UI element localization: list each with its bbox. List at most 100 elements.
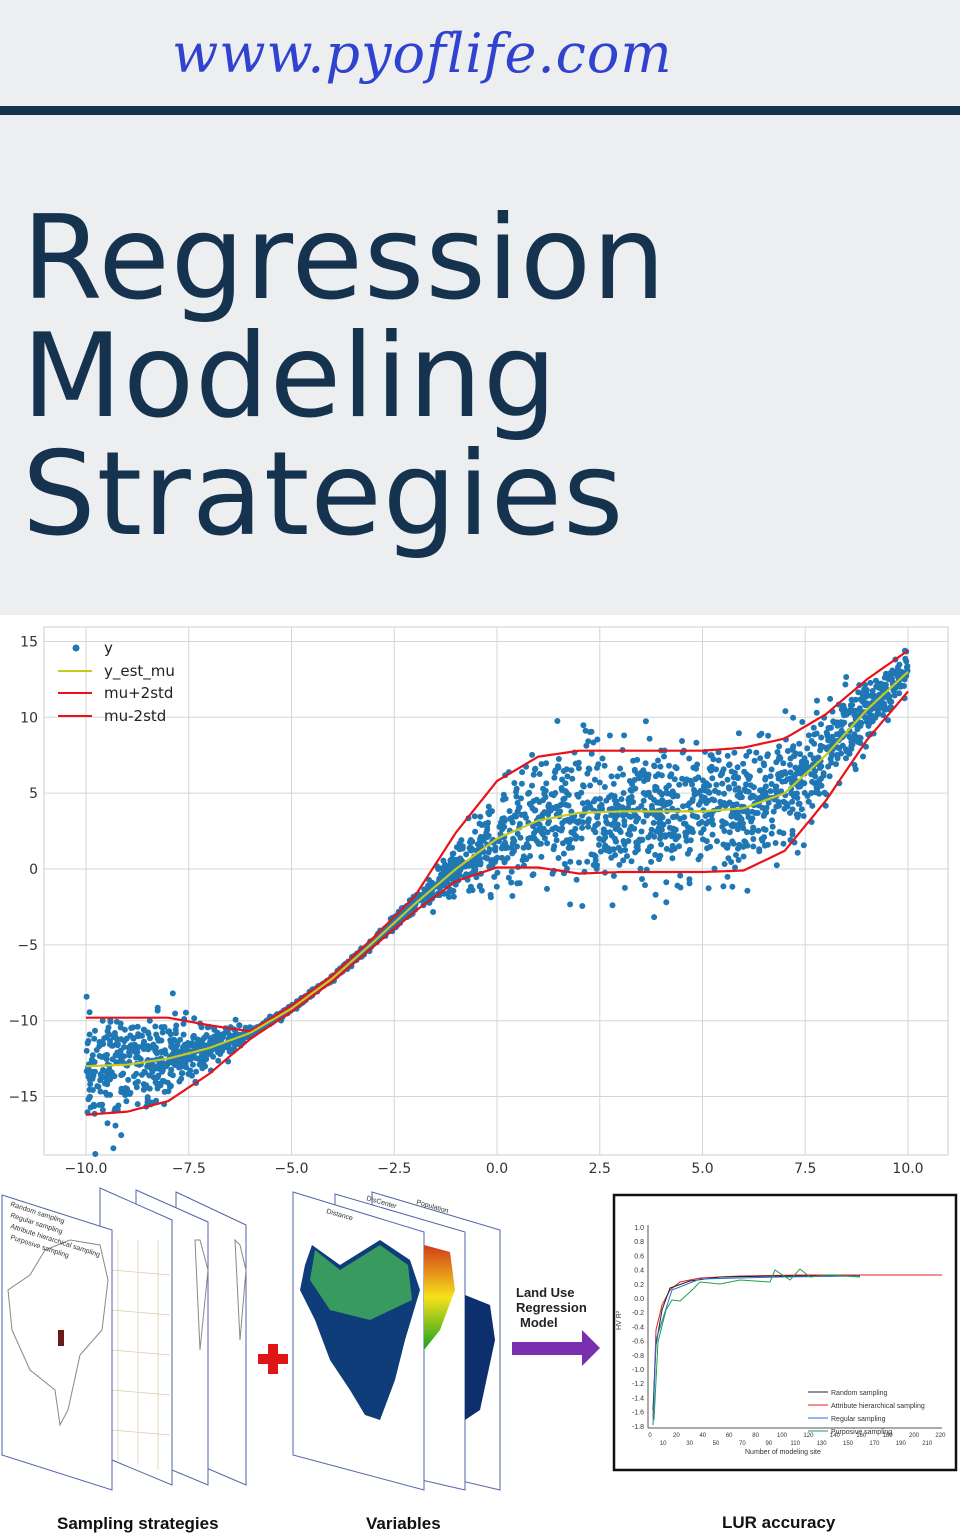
scatter-point (491, 873, 498, 880)
scatter-point (531, 835, 538, 842)
scatter-point (107, 1037, 113, 1044)
scatter-point (640, 818, 647, 825)
scatter-point (477, 833, 484, 840)
lur-x-tick: 110 (790, 1441, 800, 1447)
scatter-point (749, 829, 755, 836)
scatter-point (780, 798, 787, 805)
lur-x-tick: 80 (752, 1433, 759, 1439)
scatter-point (187, 1054, 194, 1061)
scatter-point (86, 1086, 93, 1093)
scatter-point (805, 798, 812, 805)
scatter-point (131, 1073, 137, 1080)
scatter-point (647, 831, 654, 838)
scatter-point (724, 873, 731, 880)
scatter-point (540, 825, 547, 832)
scatter-point (820, 772, 827, 779)
scatter-point (514, 843, 520, 850)
scatter-point (459, 845, 466, 852)
scatter-point (645, 847, 651, 854)
scatter-point (637, 865, 644, 872)
scatter-point (715, 757, 722, 764)
scatter-point (620, 838, 627, 844)
scatter-point (608, 792, 615, 799)
scatter-point (535, 840, 542, 847)
scatter-point (128, 1042, 135, 1049)
scatter-point (668, 771, 675, 778)
site-url[interactable]: www.pyoflife.com (172, 22, 673, 85)
scatter-point (147, 1035, 153, 1042)
scatter-point (775, 771, 782, 778)
scatter-point (564, 773, 571, 780)
scatter-point (563, 837, 570, 844)
scatter-point (775, 775, 782, 782)
lur-series-purposive (653, 1268, 861, 1421)
scatter-point (827, 755, 834, 762)
caption-sampling: Sampling strategies (57, 1514, 219, 1533)
scatter-point (904, 667, 911, 674)
scatter-point (639, 876, 645, 882)
scatter-point (818, 734, 825, 741)
scatter-point (106, 1066, 113, 1073)
scatter-point (508, 868, 515, 875)
scatter-point (793, 790, 800, 797)
x-tick-label: −5.0 (275, 1161, 309, 1177)
scatter-point (800, 842, 807, 849)
scatter-point (753, 749, 760, 756)
scatter-point (549, 870, 556, 877)
scatter-point (472, 828, 479, 835)
scatter-point (811, 740, 818, 747)
scatter-point (759, 790, 766, 797)
scatter-point (582, 805, 588, 812)
scatter-point (873, 683, 880, 690)
scatter-point (209, 1039, 216, 1046)
scatter-point (168, 1066, 175, 1073)
scatter-point (812, 773, 819, 780)
x-tick-label: −7.5 (172, 1161, 206, 1177)
lur-y-label: HV R² (616, 1310, 623, 1330)
scatter-point (862, 702, 869, 709)
scatter-point (705, 885, 712, 892)
scatter-point (847, 734, 854, 741)
scatter-point (180, 1020, 187, 1027)
scatter-point (180, 1031, 187, 1038)
scatter-point (687, 837, 694, 844)
scatter-point (605, 845, 612, 852)
scatter-point (611, 835, 618, 842)
scatter-point (888, 698, 895, 705)
scatter-point (610, 872, 617, 879)
scatter-point (679, 738, 685, 744)
lur-series-random (652, 1275, 860, 1411)
scatter-point (178, 1070, 185, 1077)
scatter-point (89, 1059, 96, 1066)
scatter-point (770, 808, 777, 815)
scatter-point (729, 838, 736, 845)
scatter-point (218, 1031, 225, 1038)
legend-label: mu-2std (104, 707, 166, 725)
scatter-point (616, 861, 623, 868)
lur-legend-label: Attribute hierarchical sampling (831, 1403, 925, 1410)
scatter-point (768, 781, 775, 787)
scatter-point (596, 841, 602, 848)
scatter-point (735, 774, 742, 781)
scatter-point (635, 838, 642, 845)
scatter-point (538, 853, 545, 860)
scatter-point (501, 815, 507, 822)
scatter-point (776, 743, 783, 750)
scatter-point (681, 814, 688, 821)
scatter-point (773, 862, 780, 869)
scatter-point (614, 773, 621, 780)
scatter-point (709, 831, 716, 838)
scatter-point (652, 851, 659, 858)
scatter-point (632, 849, 639, 856)
scatter-point (882, 681, 889, 688)
lur-x-tick: 170 (869, 1441, 880, 1447)
scatter-point (565, 845, 572, 851)
scatter-point (825, 725, 832, 731)
scatter-point (801, 780, 808, 787)
lur-x-tick: 50 (713, 1441, 720, 1447)
scatter-point (666, 800, 673, 807)
scatter-point (450, 850, 457, 857)
scatter-point (620, 857, 627, 864)
scatter-point (891, 692, 898, 699)
scatter-point (709, 775, 716, 782)
